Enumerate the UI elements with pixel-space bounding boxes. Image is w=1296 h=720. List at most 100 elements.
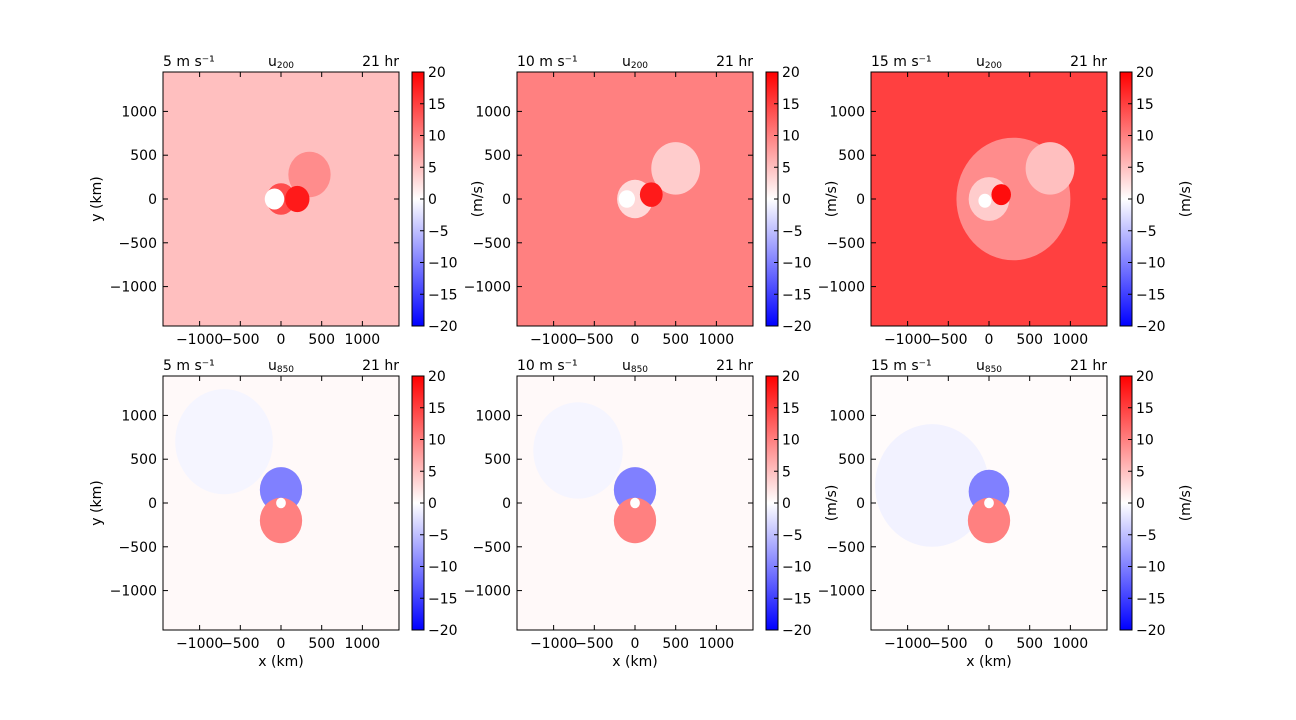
y-tick-label: −500 (119, 236, 157, 252)
x-tick-label: 500 (308, 636, 335, 652)
y-tick-label: 0 (502, 496, 511, 512)
x-tick-label: 1000 (699, 636, 735, 652)
field-feature (276, 497, 286, 509)
x-tick-label: −500 (929, 332, 967, 348)
field-feature (618, 190, 635, 208)
x-axis-label: x (km) (612, 654, 657, 670)
x-tick-label: −500 (575, 636, 613, 652)
x-tick-label: 0 (985, 636, 994, 652)
colorbar-tick-label: −5 (1136, 224, 1157, 240)
colorbar-tick-label: −10 (1136, 256, 1166, 272)
y-tick-label: −500 (473, 236, 511, 252)
field-feature (1025, 142, 1075, 195)
x-tick-label: −500 (221, 636, 259, 652)
field-feature (875, 424, 989, 547)
x-tick-label: −1000 (884, 636, 931, 652)
x-tick-label: 500 (1016, 332, 1043, 348)
x-tick-label: 0 (985, 332, 994, 348)
colorbar-tick-label: 15 (1136, 97, 1154, 113)
colorbar-tick-label: 20 (782, 369, 800, 385)
x-tick-label: 0 (277, 636, 286, 652)
x-tick-label: −500 (221, 332, 259, 348)
colorbar-tick-label: −15 (428, 287, 458, 303)
right-title: 21 hr (716, 358, 753, 374)
x-axis-label: x (km) (258, 654, 303, 670)
y-tick-label: 0 (856, 496, 865, 512)
colorbar-tick-label: −20 (1136, 319, 1166, 335)
colorbar-label: (m/s) (1178, 485, 1194, 522)
left-title: 10 m s⁻¹ (517, 54, 578, 70)
colorbar-tick-label: −10 (428, 256, 458, 272)
y-tick-label: −500 (827, 540, 865, 556)
y-tick-label: 500 (484, 148, 511, 164)
right-title: 21 hr (362, 358, 399, 374)
colorbar-tick-label: −20 (782, 319, 812, 335)
field-feature (613, 497, 657, 544)
right-title: 21 hr (1070, 54, 1107, 70)
colorbar-tick-label: 10 (428, 433, 446, 449)
x-tick-label: −1000 (530, 636, 577, 652)
y-tick-label: 0 (502, 192, 511, 208)
colorbar-tick-label: 0 (428, 496, 437, 512)
x-tick-label: 1000 (1053, 332, 1089, 348)
colorbar-tick-label: −10 (782, 560, 812, 576)
colorbar-tick-label: 5 (782, 160, 791, 176)
x-tick-label: −1000 (530, 332, 577, 348)
left-title: 15 m s⁻¹ (871, 54, 932, 70)
x-tick-label: 500 (662, 332, 689, 348)
x-tick-label: 500 (662, 636, 689, 652)
colorbar-tick-label: 10 (782, 129, 800, 145)
field (517, 376, 753, 630)
colorbar-tick-label: 5 (782, 464, 791, 480)
y-tick-label: 500 (838, 148, 865, 164)
x-tick-label: −500 (575, 332, 613, 348)
field-feature (651, 142, 701, 195)
left-title: 15 m s⁻¹ (871, 358, 932, 374)
center-title: u850 (622, 358, 648, 375)
colorbar-tick-label: 15 (428, 401, 446, 417)
center-title: u200 (268, 54, 294, 71)
colorbar-tick-label: 5 (428, 464, 437, 480)
x-tick-label: 500 (1016, 636, 1043, 652)
x-tick-label: 1000 (345, 332, 381, 348)
y-tick-label: 500 (130, 452, 157, 468)
right-title: 21 hr (362, 54, 399, 70)
colorbar-tick-label: −5 (428, 224, 449, 240)
colorbar-tick-label: −5 (428, 528, 449, 544)
colorbar-tick-label: 10 (428, 129, 446, 145)
colorbar-tick-label: 15 (428, 97, 446, 113)
colorbar-tick-label: −5 (782, 528, 803, 544)
field-feature (288, 151, 331, 198)
colorbar-tick-label: −10 (1136, 560, 1166, 576)
colorbar-tick-label: −5 (782, 224, 803, 240)
colorbar-tick-label: −15 (782, 287, 812, 303)
y-tick-label: 1000 (829, 104, 865, 120)
x-tick-label: −1000 (884, 332, 931, 348)
colorbar-tick-label: 5 (1136, 464, 1145, 480)
field-feature (259, 497, 303, 544)
y-axis-label: y (km) (89, 480, 105, 525)
colorbar-tick-label: −20 (428, 623, 458, 639)
right-title: 21 hr (716, 54, 753, 70)
colorbar-tick-label: 0 (1136, 192, 1145, 208)
colorbar-tick-label: −10 (428, 560, 458, 576)
colorbar-tick-label: 0 (782, 192, 791, 208)
colorbar-tick-label: 20 (1136, 369, 1154, 385)
left-title: 10 m s⁻¹ (517, 358, 578, 374)
y-tick-label: 1000 (121, 408, 157, 424)
center-title: u850 (268, 358, 294, 375)
x-axis-label: x (km) (966, 654, 1011, 670)
x-tick-label: 1000 (345, 636, 381, 652)
colorbar-tick-label: −15 (428, 591, 458, 607)
x-tick-label: −1000 (176, 332, 223, 348)
x-tick-label: 0 (277, 332, 286, 348)
x-tick-label: 0 (631, 332, 640, 348)
x-tick-label: 1000 (1053, 636, 1089, 652)
colorbar-tick-label: −15 (1136, 591, 1166, 607)
field-feature (984, 497, 994, 509)
colorbar-tick-label: −10 (782, 256, 812, 272)
colorbar-label: (m/s) (470, 181, 486, 218)
center-title: u200 (622, 54, 648, 71)
